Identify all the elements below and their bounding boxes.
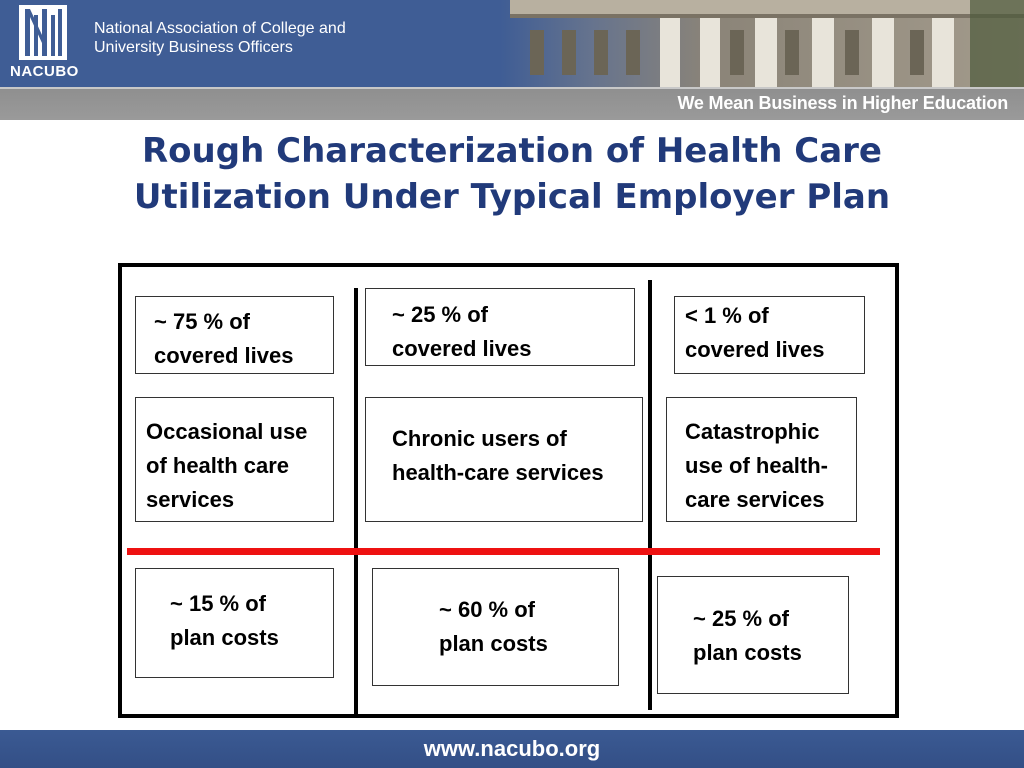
- box-text-line: ~ 60 % of: [439, 597, 535, 622]
- covered-lives-box-chronic: ~ 25 % of covered lives: [365, 288, 635, 366]
- usage-box-chronic: Chronic users of health-care services: [365, 397, 643, 522]
- title-line: Rough Characterization of Health Care: [142, 131, 882, 171]
- plan-costs-box-occasional: ~ 15 % of plan costs: [135, 568, 334, 678]
- building-columns-image: [510, 0, 1024, 87]
- footer-website-link[interactable]: www.nacubo.org: [423, 736, 601, 761]
- diagram-frame: [118, 263, 899, 718]
- box-text-line: care services: [685, 487, 825, 512]
- org-name-line: University Business Officers: [94, 39, 293, 56]
- box-text-line: services: [146, 487, 235, 512]
- column-divider-right: [648, 280, 652, 710]
- box-text-line: ~ 75 % of: [154, 309, 250, 334]
- org-name-line: National Association of College and: [94, 20, 346, 37]
- box-text-line: covered lives: [685, 337, 825, 362]
- box-text-line: use of health-: [685, 453, 829, 478]
- covered-lives-box-catastrophic: < 1 % of covered lives: [674, 296, 865, 374]
- box-text-line: plan costs: [439, 631, 548, 656]
- box-text-line: plan costs: [170, 625, 279, 650]
- plan-costs-box-catastrophic: ~ 25 % of plan costs: [657, 576, 849, 694]
- title-line: Utilization Under Typical Employer Plan: [133, 177, 891, 217]
- box-text-line: Occasional use: [146, 419, 308, 444]
- covered-lives-box-occasional: ~ 75 % of covered lives: [135, 296, 334, 374]
- box-text-line: < 1 % of: [685, 303, 769, 328]
- box-text-line: ~ 25 % of: [392, 302, 488, 327]
- tagline-bar: We Mean Business in Higher Education: [0, 87, 1024, 120]
- box-text-line: covered lives: [392, 336, 532, 361]
- box-text-line: Catastrophic: [685, 419, 820, 444]
- column-divider-left: [354, 288, 358, 718]
- box-text-line: Chronic users of: [392, 426, 567, 451]
- box-text-line: ~ 25 % of: [693, 606, 789, 631]
- building-photo: [500, 0, 1024, 87]
- usage-box-catastrophic: Catastrophic use of health- care service…: [666, 397, 857, 522]
- tagline: We Mean Business in Higher Education: [677, 93, 1008, 113]
- logo-text: NACUBO: [10, 63, 79, 80]
- site-footer: www.nacubo.org: [0, 730, 1024, 768]
- nacubo-logo-mark-icon: [19, 5, 67, 60]
- organization-name: National Association of College and Univ…: [94, 19, 374, 57]
- plan-costs-box-chronic: ~ 60 % of plan costs: [372, 568, 619, 686]
- box-text-line: covered lives: [154, 343, 294, 368]
- nacubo-logo[interactable]: NACUBO: [10, 5, 78, 83]
- slide-title: Rough Characterization of Health Care Ut…: [0, 128, 1024, 220]
- box-text-line: health-care services: [392, 460, 604, 485]
- box-text-line: ~ 15 % of: [170, 591, 266, 616]
- usage-box-occasional: Occasional use of health care services: [135, 397, 334, 522]
- cost-divider-line: [127, 548, 880, 555]
- site-header: NACUBO National Association of College a…: [0, 0, 1024, 87]
- box-text-line: plan costs: [693, 640, 802, 665]
- box-text-line: of health care: [146, 453, 290, 478]
